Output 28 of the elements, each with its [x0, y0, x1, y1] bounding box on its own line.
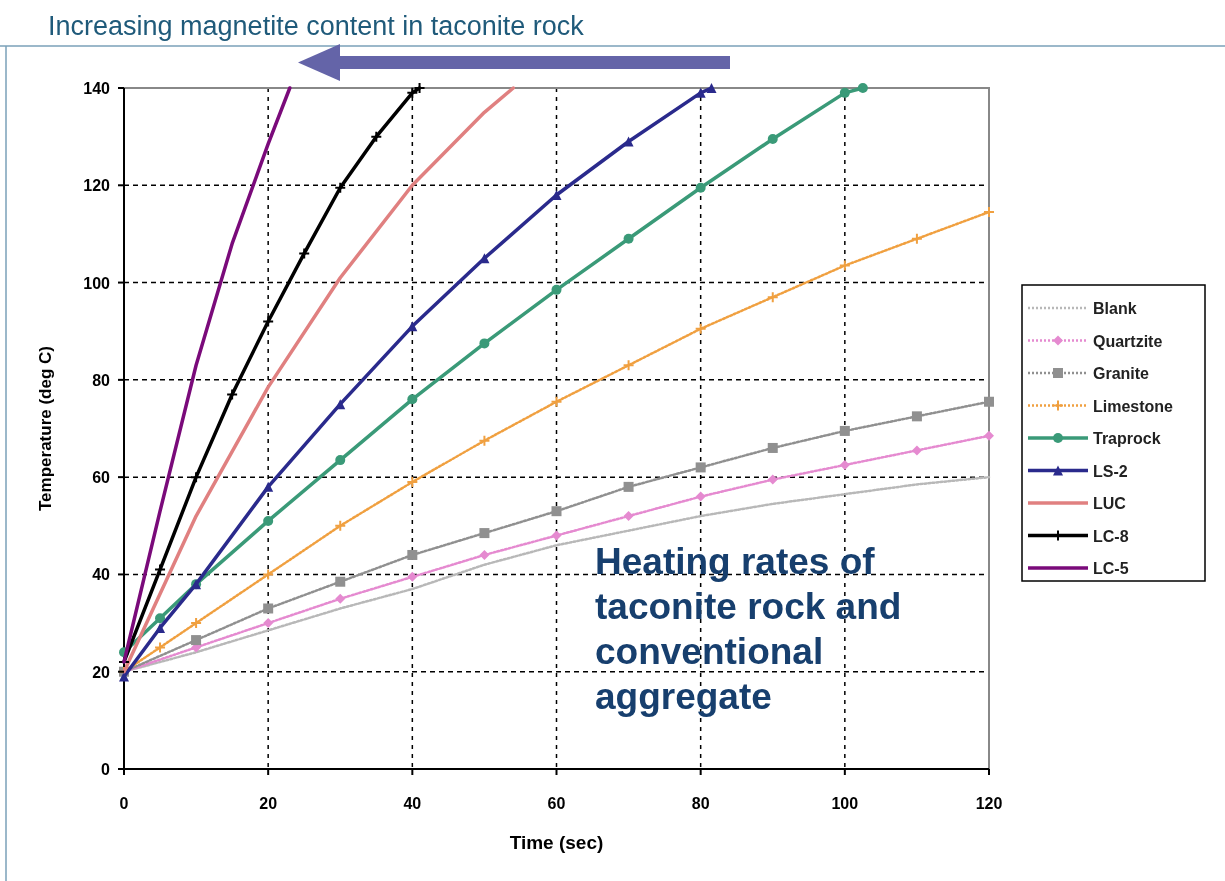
y-tick-label: 0 [101, 761, 111, 778]
legend-label: LS-2 [1093, 462, 1128, 480]
legend-label: LC-8 [1093, 527, 1129, 545]
y-axis-title: Temperature (deg C) [36, 346, 55, 511]
y-tick-label: 60 [92, 469, 111, 487]
y-tick-label: 100 [83, 274, 111, 292]
x-tick-label: 120 [975, 795, 1003, 812]
x-axis-title: Time (sec) [509, 832, 604, 853]
y-tick-label: 20 [92, 663, 111, 681]
x-tick-label: 80 [691, 795, 710, 812]
x-tick-label: 40 [403, 795, 422, 812]
chart-title: Increasing magnetite content in taconite rock [48, 11, 585, 41]
x-tick-label: 60 [547, 795, 566, 812]
legend-label: LC-5 [1093, 560, 1129, 577]
x-tick-label: 100 [831, 795, 859, 812]
legend-label: Traprock [1093, 430, 1161, 447]
y-tick-label: 140 [83, 80, 111, 97]
annotation: Heating rates of taconite rock and conventional aggregate [595, 541, 902, 717]
legend-label: Quartzite [1093, 332, 1163, 350]
legend-label: Granite [1093, 365, 1150, 382]
y-tick-label: 40 [92, 566, 111, 584]
legend-label: Limestone [1093, 397, 1174, 415]
y-tick-label: 120 [83, 177, 111, 195]
legend-label: LUC [1093, 495, 1127, 512]
x-tick-label: 20 [259, 795, 278, 812]
x-tick-label: 0 [119, 795, 129, 812]
legend-label: Blank [1093, 300, 1137, 317]
y-tick-label: 80 [92, 371, 111, 389]
